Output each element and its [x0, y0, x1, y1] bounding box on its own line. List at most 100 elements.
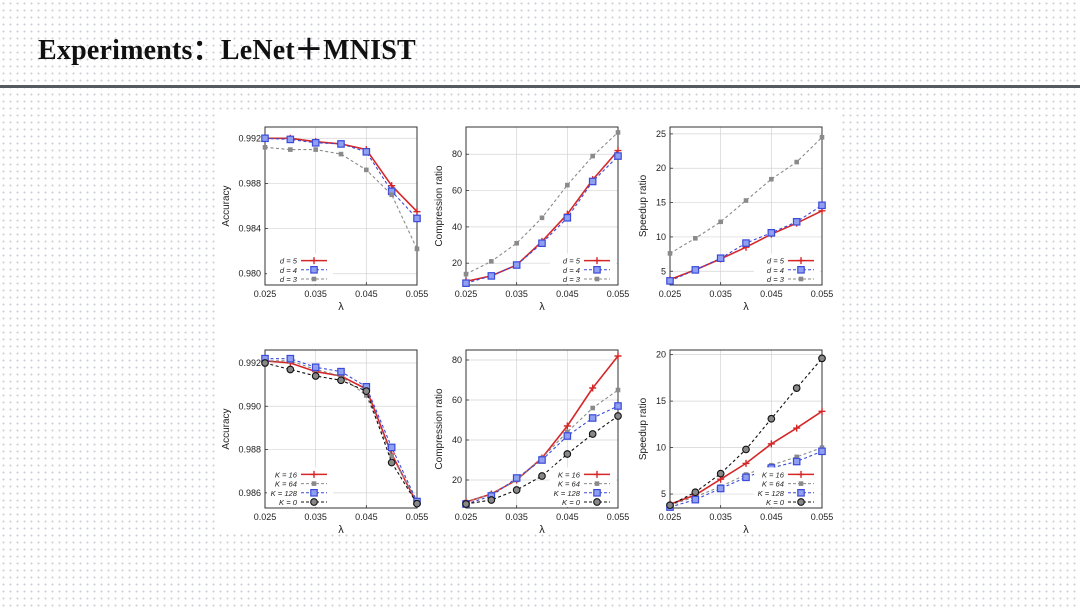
y-tick-label: 10	[656, 443, 666, 453]
legend-label: K = 0	[279, 498, 298, 507]
data-point	[589, 384, 597, 392]
legend: d = 5d = 4d = 3	[267, 253, 333, 285]
data-point	[769, 176, 774, 182]
plot-frame	[264, 349, 418, 509]
y-tick-label: 40	[452, 435, 462, 445]
y-axis-label: Accuracy	[221, 185, 232, 226]
series-2	[462, 152, 622, 287]
data-point	[538, 239, 546, 248]
data-point	[563, 432, 572, 440]
data-point	[590, 405, 595, 411]
legend-marker	[797, 257, 805, 265]
y-tick-label: 20	[656, 163, 666, 173]
y-tick-label: 0.980	[238, 269, 261, 279]
x-tick-label: 0.045	[760, 289, 783, 299]
series-3	[463, 130, 621, 277]
x-tick-label: 0.025	[659, 289, 682, 299]
x-axis-label: λ	[338, 524, 344, 533]
legend-marker	[310, 489, 318, 497]
x-tick-label: 0.045	[760, 512, 783, 522]
data-point	[462, 279, 470, 287]
data-point	[614, 412, 622, 420]
legend-box	[754, 253, 820, 285]
x-axis-label: λ	[539, 301, 545, 313]
y-tick-label: 20	[452, 475, 462, 485]
data-point	[338, 151, 344, 157]
y-tick-label: 10	[656, 232, 666, 242]
plot-frame	[264, 126, 418, 286]
x-axis-label: λ	[539, 524, 545, 533]
plot-frame	[465, 126, 619, 286]
data-point	[818, 201, 826, 210]
plot-frame	[465, 349, 619, 509]
data-point	[767, 440, 775, 448]
data-point	[716, 484, 725, 493]
legend-marker	[594, 276, 600, 282]
data-point	[538, 472, 546, 480]
legend-marker	[310, 266, 318, 274]
data-point	[463, 271, 469, 277]
x-tick-label: 0.025	[455, 512, 478, 522]
legend: d = 5d = 4d = 3	[754, 253, 820, 285]
legend-marker	[310, 257, 318, 265]
legend-marker	[798, 276, 804, 282]
y-tick-label: 60	[452, 186, 462, 196]
data-point	[538, 456, 546, 464]
x-tick-label: 0.055	[406, 289, 429, 299]
data-point	[716, 254, 725, 263]
data-point	[588, 177, 597, 186]
data-point	[767, 228, 776, 237]
legend-label: d = 5	[280, 257, 298, 266]
data-point	[311, 139, 320, 147]
data-point	[819, 135, 825, 140]
data-point	[691, 266, 700, 274]
data-point	[413, 214, 421, 223]
x-axis-label: λ	[338, 301, 344, 313]
x-axis-label: λ	[743, 301, 749, 313]
data-point	[487, 496, 496, 504]
data-point	[286, 365, 295, 374]
data-point	[666, 501, 674, 510]
data-point	[588, 430, 597, 438]
y-axis-label: Compression ratio	[434, 388, 445, 470]
data-point	[337, 376, 345, 385]
legend-marker	[593, 257, 601, 265]
y-tick-label: 0.984	[238, 224, 261, 234]
y-tick-label: 20	[452, 258, 462, 268]
y-axis-label: Accuracy	[221, 408, 232, 449]
data-point	[792, 217, 801, 226]
data-point	[487, 272, 496, 280]
series-4	[261, 359, 421, 508]
data-point	[337, 367, 345, 376]
data-point	[565, 182, 570, 188]
data-point	[614, 152, 622, 160]
legend-label: d = 3	[280, 275, 298, 284]
x-tick-label: 0.025	[455, 289, 478, 299]
y-tick-label: 80	[452, 355, 462, 365]
data-point	[389, 453, 394, 459]
data-point	[337, 140, 345, 148]
x-tick-label: 0.045	[556, 512, 579, 522]
y-tick-label: 15	[656, 198, 666, 208]
x-tick-label: 0.035	[505, 289, 528, 299]
data-point	[261, 134, 269, 143]
x-tick-label: 0.055	[811, 512, 834, 522]
data-point	[667, 251, 673, 256]
data-point	[414, 246, 420, 252]
data-point	[615, 387, 621, 393]
data-point	[286, 135, 295, 144]
chart-6: 0.025 0.035 0.045 0.055 5 10 15 20 λ Speedup rati…	[638, 349, 834, 533]
data-point	[311, 372, 320, 380]
legend-label: d = 3	[767, 275, 785, 284]
chart-1: 0.025 0.035 0.045 0.055 0.980 0.984 0.988 0.992…	[221, 126, 429, 313]
data-point	[742, 473, 750, 482]
data-point	[818, 354, 826, 363]
legend-box	[550, 253, 616, 285]
x-tick-label: 0.025	[659, 512, 682, 522]
data-point	[311, 363, 320, 372]
y-tick-label: 20	[656, 350, 666, 360]
x-tick-label: 0.025	[254, 289, 277, 299]
data-point	[792, 384, 801, 392]
